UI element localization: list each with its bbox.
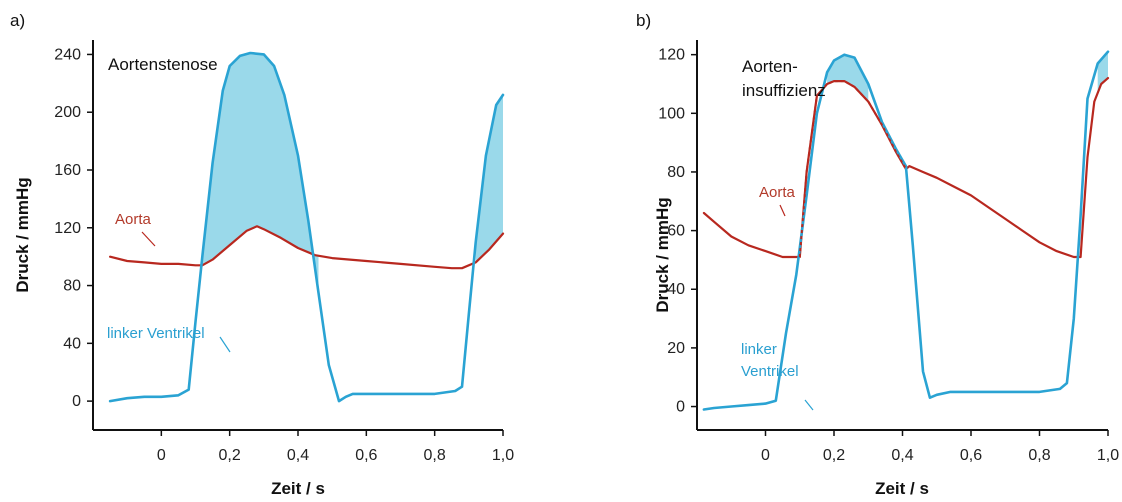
y-tick-label: 20 xyxy=(667,340,685,357)
ventricle-leader-line xyxy=(804,399,814,411)
aorta-leader-line xyxy=(141,231,156,247)
chart-title: Aorten- xyxy=(742,57,798,76)
chart-title: Aortenstenose xyxy=(108,55,218,74)
pressure-gradient-area xyxy=(475,94,503,263)
x-axis-label: Zeit / s xyxy=(271,479,325,498)
y-tick-label: 0 xyxy=(676,399,685,416)
x-tick-label: 0,4 xyxy=(287,447,309,464)
ventricle-line xyxy=(108,51,505,403)
aorta-leader-line xyxy=(779,204,786,217)
aorta-annotation: Aorta xyxy=(759,184,796,201)
x-tick-label: 0,6 xyxy=(355,447,377,464)
pressure-gradient-area xyxy=(202,53,319,293)
chart-title: insuffizienz xyxy=(742,81,826,100)
y-tick-label: 160 xyxy=(54,162,81,179)
x-tick-label: 0,6 xyxy=(960,447,982,464)
y-axis-label: Druck / mmHg xyxy=(653,197,672,312)
y-axis-label: Druck / mmHg xyxy=(13,177,32,292)
x-tick-label: 0,2 xyxy=(823,447,845,464)
ventricle-leader-line xyxy=(219,336,231,353)
x-tick-label: 0 xyxy=(761,447,770,464)
chart-panel-b: 0 20 40 60 80 100 120 0 0,2 0,4 0,6 0,8 1,0 b) Aorten-… xyxy=(636,11,1119,498)
ventricle-annotation: linker Ventrikel xyxy=(107,325,205,342)
y-tick-label: 240 xyxy=(54,46,81,63)
x-tick-label: 1,0 xyxy=(1097,447,1119,464)
chart-panel-a: 0 40 80 120 160 200 240 0 0,2 0,4 0,6 0,8 1,0 a) Aorte… xyxy=(10,11,514,498)
x-axis-label: Zeit / s xyxy=(875,479,929,498)
aorta-overlap-line xyxy=(798,80,907,258)
aorta-annotation: Aorta xyxy=(115,211,152,228)
y-tick-label: 100 xyxy=(658,105,685,122)
ventricle-line xyxy=(702,50,1110,411)
ventricle-annotation: linker xyxy=(741,341,777,358)
x-tick-label: 0,2 xyxy=(219,447,241,464)
y-tick-label: 200 xyxy=(54,104,81,121)
y-tick-label: 80 xyxy=(63,278,81,295)
y-tick-label: 80 xyxy=(667,164,685,181)
aorta-line xyxy=(109,225,505,270)
y-tick-label: 60 xyxy=(667,223,685,240)
panel-label: b) xyxy=(636,11,651,30)
y-tick-label: 120 xyxy=(658,47,685,64)
x-tick-label: 0,4 xyxy=(891,447,913,464)
y-tick-label: 120 xyxy=(54,220,81,237)
y-tick-label: 40 xyxy=(63,335,81,352)
panel-label: a) xyxy=(10,11,25,30)
x-tick-label: 0,8 xyxy=(1028,447,1050,464)
x-tick-label: 0 xyxy=(157,447,166,464)
x-tick-label: 1,0 xyxy=(492,447,514,464)
y-tick-label: 0 xyxy=(72,393,81,410)
y-tick-label: 40 xyxy=(667,281,685,298)
x-tick-label: 0,8 xyxy=(424,447,446,464)
ventricle-annotation: Ventrikel xyxy=(741,363,799,380)
